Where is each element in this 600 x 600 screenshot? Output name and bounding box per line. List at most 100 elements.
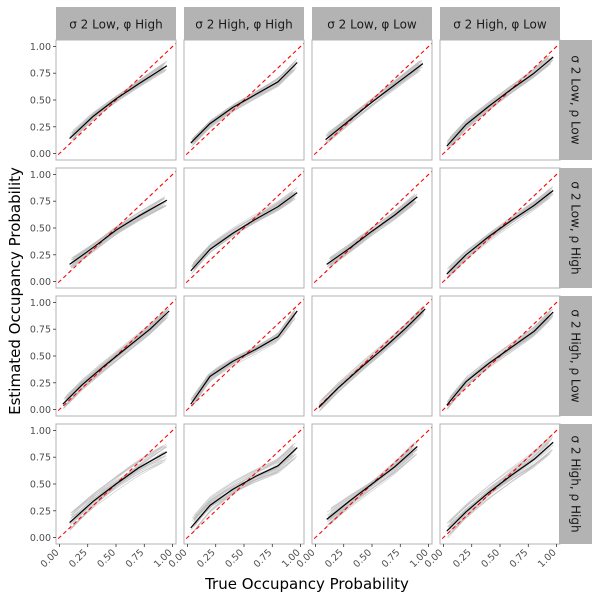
y-tick-label: 0.50 <box>30 352 51 363</box>
mean-curve <box>190 310 298 405</box>
x-axis-title: True Occupancy Probability <box>204 575 409 593</box>
replicate-curve <box>71 459 163 514</box>
panel-content <box>312 42 432 158</box>
column-strip <box>312 7 432 40</box>
y-tick-label: 0.00 <box>30 533 51 544</box>
row-strip <box>559 424 592 544</box>
replicate-curve <box>193 70 292 144</box>
panel-content <box>184 426 304 542</box>
row-strip-label: σ 2 Low, ρ Low <box>569 55 583 144</box>
reference-line <box>56 170 176 286</box>
panel-r1-c2 <box>183 39 305 161</box>
panel-content <box>184 42 304 158</box>
panel-r3-c4 <box>439 295 561 417</box>
mean-curve <box>446 56 554 147</box>
replicate-curve <box>322 313 423 408</box>
panel-content <box>440 426 560 542</box>
panel-content <box>440 170 560 286</box>
replicate-curve <box>71 459 166 524</box>
panel-content <box>184 170 304 286</box>
mean-curve <box>325 63 424 141</box>
panel-r4-c4 <box>439 423 561 545</box>
mean-curve <box>190 447 298 529</box>
panel-r3-c2 <box>183 295 305 417</box>
panel-r1-c3 <box>311 39 433 161</box>
row-strip-label: σ 2 High, ρ High <box>569 435 583 532</box>
replicate-curve <box>327 453 418 526</box>
row-strip <box>559 40 592 160</box>
mean-curve <box>446 441 554 532</box>
replicate-curve <box>195 455 295 517</box>
column-strip-label: σ 2 High, φ High <box>195 18 292 32</box>
replicate-curve <box>446 440 550 524</box>
replicate-curve <box>448 64 550 147</box>
y-tick-label: 0.50 <box>30 96 51 107</box>
column-strip-label: σ 2 High, φ Low <box>453 18 547 32</box>
replicate-curve <box>328 200 417 269</box>
strips-layer: σ 2 Low, φ High σ 2 High, φ High σ 2 Low, … <box>56 7 592 544</box>
y-tick-label: 0.75 <box>30 453 51 464</box>
replicate-curve <box>190 453 296 529</box>
replicate-curve <box>448 450 552 530</box>
panel-content <box>56 426 176 542</box>
replicate-curve <box>70 443 167 520</box>
replicate-curve <box>193 458 294 526</box>
panel-r2-c1 <box>55 167 177 289</box>
y-tick-label: 1.00 <box>30 170 51 181</box>
replicate-curve <box>329 452 416 521</box>
mean-curve <box>326 196 418 265</box>
replicate-curve <box>448 191 554 276</box>
panel-r3-c1 <box>55 295 177 417</box>
row-strip-label: σ 2 High, ρ Low <box>569 309 583 402</box>
replicate-curve <box>192 447 294 519</box>
y-tick-label: 0.25 <box>30 122 51 133</box>
panel-content <box>312 170 432 286</box>
panel-r2-c4 <box>439 167 561 289</box>
replicate-curve <box>192 192 295 264</box>
panel-content <box>440 42 560 158</box>
reference-line <box>184 42 304 158</box>
mean-curve <box>446 190 554 275</box>
replicate-curve <box>327 64 420 134</box>
mean-curve <box>190 62 298 144</box>
panel-border <box>183 167 305 289</box>
mean-curve <box>318 308 426 408</box>
panel-content <box>312 426 432 542</box>
panel-border <box>311 167 433 289</box>
panel-r2-c3 <box>311 167 433 289</box>
mean-curve <box>69 199 168 265</box>
mean-curve <box>446 311 554 406</box>
replicate-curve <box>194 445 294 520</box>
y-tick-label: 0.50 <box>30 224 51 235</box>
y-tick-label: 0.75 <box>30 69 51 80</box>
reference-line <box>184 170 304 286</box>
column-strip-label: σ 2 Low, φ High <box>69 18 162 32</box>
panel-r1-c1 <box>55 39 177 161</box>
reference-line <box>312 42 432 158</box>
replicate-curve <box>194 310 295 397</box>
replicate-curve <box>448 58 549 141</box>
panel-r2-c2 <box>183 167 305 289</box>
replicate-curve <box>320 307 423 401</box>
panel-border <box>183 295 305 417</box>
y-tick-label: 0.00 <box>30 149 51 160</box>
replicate-curve <box>447 188 551 272</box>
replicate-curve <box>73 449 163 511</box>
replicate-curve <box>330 441 418 525</box>
row-strip <box>559 168 592 288</box>
replicate-curve <box>191 61 297 140</box>
replicate-curve <box>71 198 165 268</box>
replicate-curve <box>191 315 296 407</box>
replicate-curve <box>193 445 294 516</box>
panel-r4-c2 <box>183 423 305 545</box>
replicate-curve <box>450 311 552 397</box>
y-tick-label: 0.00 <box>30 277 51 288</box>
y-tick-label: 1.00 <box>30 42 51 53</box>
reference-line <box>56 42 176 158</box>
mean-curve <box>62 310 170 405</box>
column-strip <box>440 7 560 40</box>
panel-content <box>440 298 560 414</box>
y-tick-label: 1.00 <box>30 298 51 309</box>
reference-line <box>312 170 432 286</box>
